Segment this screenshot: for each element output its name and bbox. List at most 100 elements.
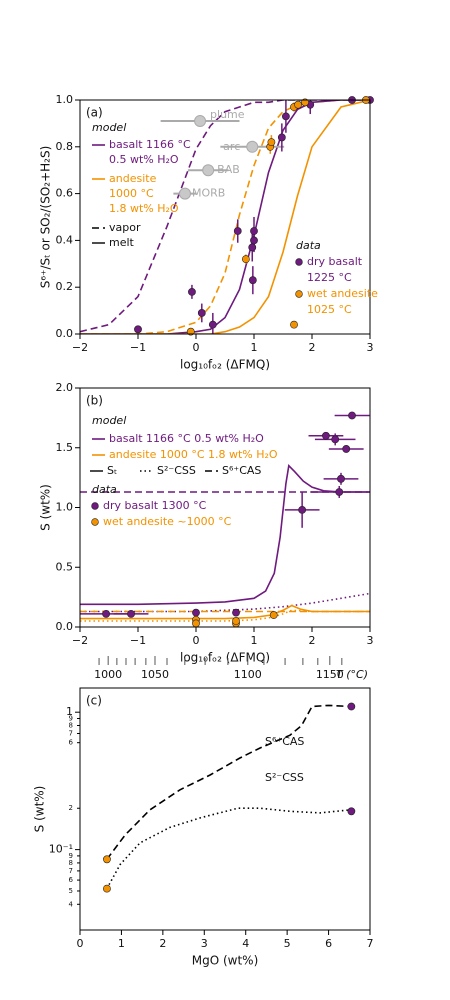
data-point <box>298 505 307 514</box>
legend-marker <box>91 518 99 526</box>
y-tick-label: 2 <box>69 804 73 812</box>
panel: −2 −1 0 1 2 3 0.0 0.2 0.4 0.6 0.8 1.0 log₁₀fₒ₂ (ΔFMQ… <box>39 93 379 372</box>
data-point <box>331 435 340 444</box>
legend-label: dry basalt <box>307 255 363 268</box>
legend-title: model <box>92 414 126 427</box>
y-tick-label: 0.8 <box>56 140 74 153</box>
data-point <box>197 309 206 317</box>
model-curve <box>106 807 351 889</box>
data-point <box>322 431 330 440</box>
legend-label: melt <box>109 236 135 249</box>
model-curve <box>80 464 370 606</box>
data-point <box>208 320 217 329</box>
reference-point <box>194 115 207 128</box>
legend-title: model <box>92 121 126 134</box>
model-curve <box>80 100 370 334</box>
y-tick-label: 0.0 <box>56 620 74 633</box>
y-tick-label: 1.0 <box>56 93 74 106</box>
x-axis-label: MgO (wt%) <box>192 954 259 968</box>
y-tick-label: 4 <box>69 900 74 908</box>
legend-label: andesite <box>109 172 157 185</box>
x-axis-label: log₁₀fₒ₂ (ΔFMQ) <box>180 358 270 372</box>
data-point <box>294 100 302 109</box>
reference-label: BAB <box>217 163 240 176</box>
y-tick-label: 7 <box>69 729 73 737</box>
x-tick-label: 0 <box>77 937 84 950</box>
top-tick-label: 1050 <box>141 668 169 681</box>
x-tick-label: 0 <box>193 341 200 354</box>
x-tick-label: −1 <box>130 634 146 647</box>
curve-label: S²⁻CSS <box>265 771 304 784</box>
x-tick-label: 6 <box>325 937 332 950</box>
y-tick-label: 1.5 <box>56 441 74 454</box>
data-point <box>232 617 240 625</box>
x-tick-label: −1 <box>130 341 146 354</box>
data-point <box>102 609 110 618</box>
legend-label: 1025 °C <box>307 303 352 316</box>
model-curve <box>80 100 370 333</box>
data-point <box>335 488 344 496</box>
panel-label: (b) <box>86 394 103 408</box>
y-tick-label: 0.6 <box>56 187 74 200</box>
legend-title: data <box>296 239 321 252</box>
data-point <box>127 609 135 618</box>
y-tick-label: 0.5 <box>56 560 74 573</box>
y-tick-label: 6 <box>69 876 74 884</box>
data-point <box>192 608 200 617</box>
data-point <box>269 611 278 619</box>
data-point <box>347 807 356 816</box>
y-tick-label: 0.4 <box>56 233 74 246</box>
model-curve <box>106 704 352 860</box>
top-tick-label: 1150 <box>316 668 344 681</box>
x-tick-label: 2 <box>159 937 166 950</box>
data-point <box>186 327 195 336</box>
data-point <box>290 320 298 329</box>
reference-label: MORB <box>192 187 225 200</box>
x-tick-label: 7 <box>367 937 374 950</box>
y-tick-label: 10⁻¹ <box>49 843 73 856</box>
legend-marker <box>295 258 303 266</box>
data-point <box>347 702 356 711</box>
top-tick-label: 1000 <box>94 668 122 681</box>
reference-point <box>246 140 259 153</box>
x-tick-label: −2 <box>72 341 88 354</box>
legend-title: data <box>92 483 117 496</box>
x-tick-label: 1 <box>251 341 258 354</box>
data-point <box>277 133 286 142</box>
y-tick-label: 7 <box>69 867 73 875</box>
x-tick-label: 3 <box>201 937 208 950</box>
top-axis-label: T (°C) <box>336 668 368 681</box>
reference-point <box>202 164 215 177</box>
legend-marker <box>295 290 303 298</box>
x-axis-label: log₁₀fₒ₂ (ΔFMQ) <box>180 651 270 665</box>
data-point <box>103 855 111 864</box>
x-tick-label: −2 <box>72 634 88 647</box>
data-point <box>103 884 111 893</box>
data-point <box>248 276 257 285</box>
panel-label: (a) <box>86 106 103 120</box>
legend-label: vapor <box>109 221 141 234</box>
data-point <box>337 474 345 483</box>
y-tick-label: 2.0 <box>56 381 74 394</box>
y-tick-label: 8 <box>69 722 73 730</box>
y-tick-label: 9 <box>69 852 73 860</box>
x-tick-label: 1 <box>251 634 258 647</box>
x-tick-label: 5 <box>284 937 291 950</box>
reference-point <box>178 187 191 200</box>
data-point <box>241 255 250 264</box>
legend-label: dry basalt 1300 °C <box>103 499 207 512</box>
model-curve <box>80 609 370 622</box>
reference-label: arc <box>223 140 240 153</box>
x-tick-label: 2 <box>309 634 316 647</box>
data-point <box>342 445 351 453</box>
curve-label: S⁶⁺CAS <box>265 735 304 748</box>
top-tick-label: 1100 <box>234 668 262 681</box>
x-tick-label: 2 <box>309 341 316 354</box>
panel: −2 −1 0 1 2 3 0.0 0.5 1.0 1.5 2.0 log₁₀fₒ₂ (ΔFMQ) S … <box>39 381 374 665</box>
legend-label: basalt 1166 °C 0.5 wt% H₂O <box>109 432 264 445</box>
legend-label: andesite 1000 °C 1.8 wt% H₂O <box>109 448 278 461</box>
y-tick-label: 9 <box>69 714 73 722</box>
axes-frame <box>79 99 371 335</box>
legend-label: 1000 °C <box>109 187 154 200</box>
